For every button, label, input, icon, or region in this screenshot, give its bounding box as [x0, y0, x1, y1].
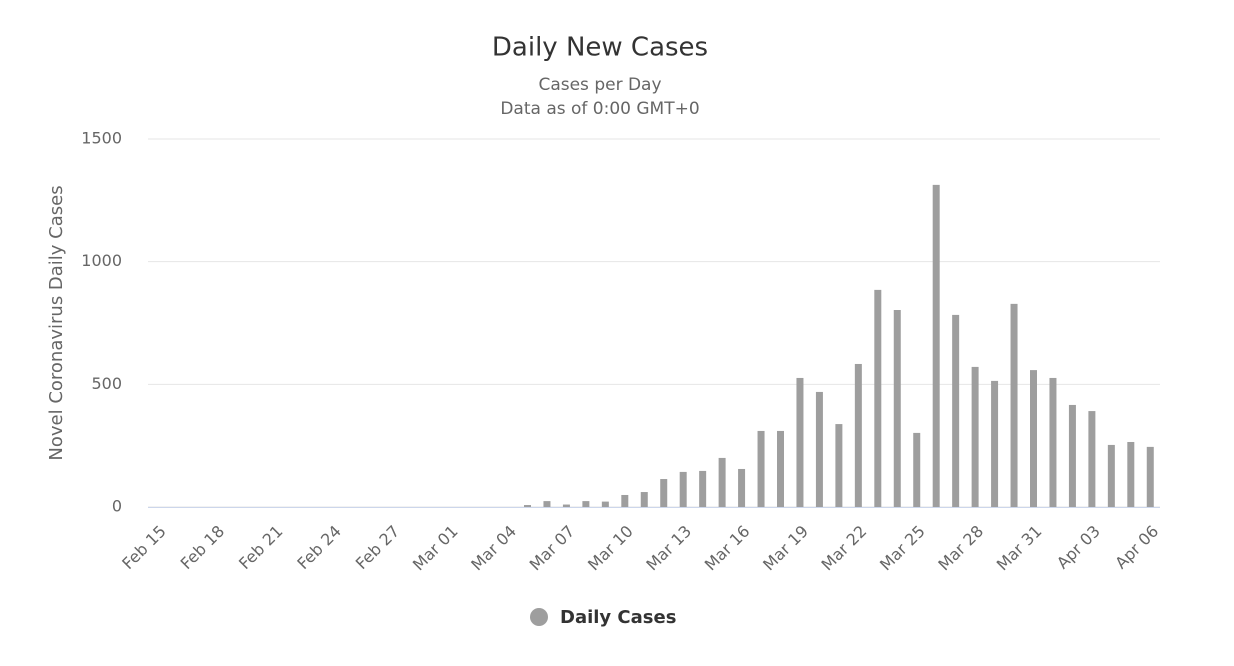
y-tick-label: 1500 — [81, 129, 122, 148]
bar — [1127, 441, 1135, 507]
bar — [621, 494, 629, 507]
bar — [699, 470, 707, 507]
bar — [1010, 303, 1018, 507]
chart-subtitle: Cases per Day — [538, 75, 661, 95]
x-tick-label: Mar 13 — [642, 522, 695, 575]
bar — [952, 314, 960, 507]
bar — [543, 501, 551, 507]
bar — [1107, 444, 1115, 507]
bar — [971, 366, 979, 507]
bar — [660, 479, 668, 507]
chart-subtitle: Data as of 0:00 GMT+0 — [500, 99, 699, 119]
bar — [796, 377, 804, 507]
bar — [757, 430, 765, 507]
x-tick-label: Mar 01 — [409, 522, 462, 575]
x-tick-label: Mar 07 — [526, 522, 579, 575]
bar — [718, 457, 726, 507]
x-tick-label: Mar 31 — [993, 522, 1046, 575]
y-tick-label: 0 — [112, 497, 122, 516]
y-tick-label: 1000 — [81, 251, 122, 270]
x-tick-label: Feb 24 — [293, 522, 344, 573]
x-tick-label: Mar 16 — [701, 522, 754, 575]
bar — [835, 424, 843, 507]
bar — [679, 471, 687, 507]
x-tick-label: Apr 03 — [1053, 522, 1104, 573]
x-tick-label: Feb 15 — [118, 522, 169, 573]
bar — [582, 501, 590, 507]
bar — [1068, 404, 1076, 507]
x-tick-label: Apr 06 — [1111, 522, 1162, 573]
y-axis-title: Novel Coronavirus Daily Cases — [46, 185, 67, 460]
bar — [815, 391, 823, 507]
bar — [1030, 370, 1037, 507]
bar — [777, 430, 784, 507]
chart-title: Daily New Cases — [492, 33, 708, 63]
bar — [1049, 377, 1057, 507]
bar — [991, 380, 999, 507]
x-tick-label: Mar 04 — [467, 522, 520, 575]
bar — [932, 184, 940, 508]
bar — [601, 501, 609, 507]
bar — [524, 505, 531, 507]
x-tick-label: Mar 19 — [759, 522, 812, 575]
bar — [640, 492, 648, 507]
x-tick-label: Mar 22 — [818, 522, 871, 575]
bar — [874, 289, 882, 507]
bar — [1088, 411, 1096, 507]
bar — [1146, 446, 1154, 507]
bar — [893, 309, 901, 507]
x-tick-label: Feb 18 — [177, 522, 228, 573]
legend-marker — [530, 608, 548, 626]
x-tick-label: Mar 28 — [934, 522, 987, 575]
legend-label: Daily Cases — [560, 607, 676, 628]
bar — [854, 363, 862, 507]
bar — [738, 468, 746, 507]
x-tick-label: Feb 27 — [352, 522, 403, 573]
x-tick-label: Feb 21 — [235, 522, 286, 573]
x-tick-label: Mar 10 — [584, 522, 637, 575]
x-tick-label: Mar 25 — [876, 522, 929, 575]
bar — [562, 504, 570, 507]
y-tick-label: 500 — [91, 374, 122, 393]
bar — [913, 432, 921, 507]
